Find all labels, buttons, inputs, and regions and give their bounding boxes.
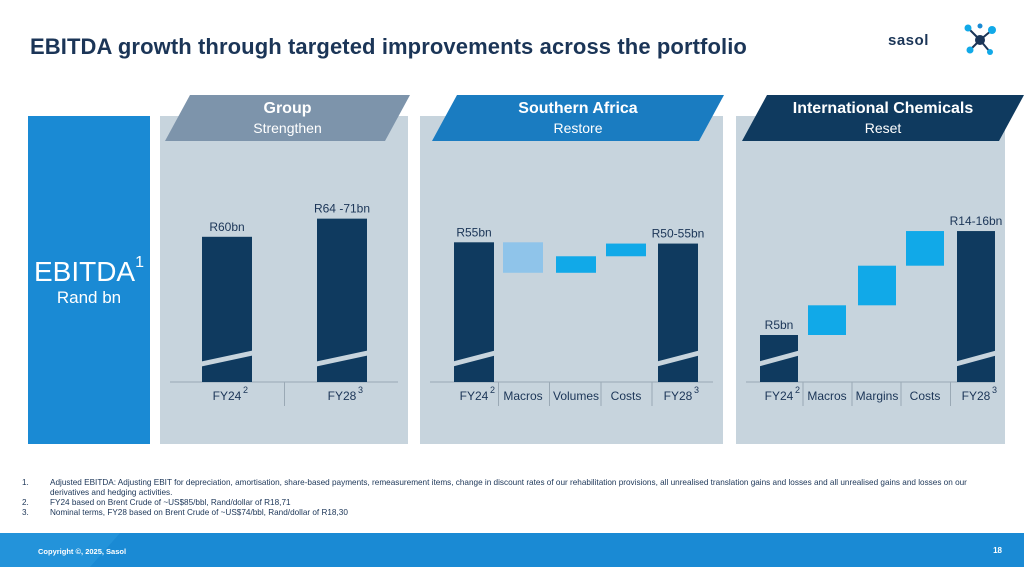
category-label: Macros <box>503 389 542 403</box>
international-chemicals-chart: R5bn FY24 2 Macros Margins Costs R14-16bn FY28 3 <box>746 214 1003 406</box>
bar-volumes <box>556 256 596 273</box>
southern-africa-chart: R55bn FY24 2 Macros Volumes Costs R50-55bn FY28… <box>430 225 713 406</box>
category-label: Costs <box>910 389 941 403</box>
southern-africa-panel: R55bn FY24 2 Macros Volumes Costs R50-55bn FY28… <box>420 116 723 444</box>
category-footnote-marker: 3 <box>358 385 363 395</box>
axis-break-mark <box>314 350 370 367</box>
footnote-1: 1. Adjusted EBITDA: Adjusting EBIT for de… <box>22 478 967 497</box>
data-label: R5bn <box>765 318 794 332</box>
category-label: FY28 <box>962 389 991 403</box>
bar-margins <box>858 265 896 306</box>
international-chemicals-header-title: International Chemicals <box>792 100 974 117</box>
category-label: Costs <box>611 389 642 403</box>
category-label: FY24 <box>765 389 794 403</box>
group-header-subtitle: Strengthen <box>253 120 322 136</box>
axis-break-mark <box>451 350 497 367</box>
sasol-logo: sasol <box>884 18 1004 62</box>
category-label: FY28 <box>664 389 693 403</box>
axis-break-mark <box>757 350 801 367</box>
category-label: FY24 <box>213 389 242 403</box>
category-footnote-marker: 2 <box>795 385 800 395</box>
ebitda-label: EBITDA1 <box>33 253 145 287</box>
axis-break-mark <box>199 350 255 367</box>
logo-wordmark: sasol <box>888 32 929 49</box>
data-label: R50-55bn <box>652 227 705 241</box>
page-title: EBITDA growth through targeted improveme… <box>30 34 747 59</box>
group-chart: R60bn FY24 2 R64 -71bn FY28 3 <box>170 202 398 406</box>
footnote-3: 3. Nominal terms, FY28 based on Brent Cru… <box>22 508 348 517</box>
international-chemicals-header-subtitle: Reset <box>864 120 902 136</box>
international-chemicals-header: International Chemicals Reset <box>742 95 1024 141</box>
page-number: 18 <box>993 546 1002 555</box>
bar-costs <box>606 243 646 257</box>
category-footnote-marker: 3 <box>694 385 699 395</box>
data-label: R64 -71bn <box>314 202 370 216</box>
bar-macros <box>808 305 846 335</box>
group-header-title: Group <box>263 100 312 117</box>
southern-africa-header: Southern Africa Restore <box>432 95 724 141</box>
southern-africa-header-subtitle: Restore <box>553 120 603 136</box>
axis-break-mark <box>655 350 701 367</box>
group-header: Group Strengthen <box>165 95 410 141</box>
data-label: R55bn <box>456 225 491 239</box>
group-panel: R60bn FY24 2 R64 -71bn FY28 3 <box>160 116 408 444</box>
southern-africa-header-title: Southern Africa <box>518 100 638 117</box>
bar-macros <box>503 242 543 273</box>
international-chemicals-panel: R5bn FY24 2 Macros Margins Costs R14-16bn FY28 3 <box>736 116 1005 444</box>
category-footnote-marker: 2 <box>243 385 248 395</box>
footer-bar: Copyright ©, 2025, Sasol 18 <box>0 533 1024 567</box>
footnotes: 1. Adjusted EBITDA: Adjusting EBIT for de… <box>22 478 1002 518</box>
category-label: Margins <box>856 389 899 403</box>
axis-break-mark <box>954 350 998 367</box>
category-label: Macros <box>807 389 846 403</box>
molecule-logo-icon <box>964 23 996 55</box>
category-footnote-marker: 3 <box>992 385 997 395</box>
footnote-2: 2. FY24 based on Brent Crude of ~US$85/bb… <box>22 498 291 507</box>
category-label: FY24 <box>460 389 489 403</box>
data-label: R14-16bn <box>950 214 1003 228</box>
category-footnote-marker: 2 <box>490 385 495 395</box>
category-label: FY28 <box>328 389 357 403</box>
copyright-text: Copyright ©, 2025, Sasol <box>38 547 127 556</box>
ebitda-label-panel: EBITDA1 Rand bn <box>28 116 150 444</box>
footer-stripe-decoration <box>0 533 120 567</box>
ebitda-unit-label: Rand bn <box>56 288 122 307</box>
data-label: R60bn <box>209 220 244 234</box>
category-label: Volumes <box>553 389 599 403</box>
bar-costs <box>906 231 944 266</box>
